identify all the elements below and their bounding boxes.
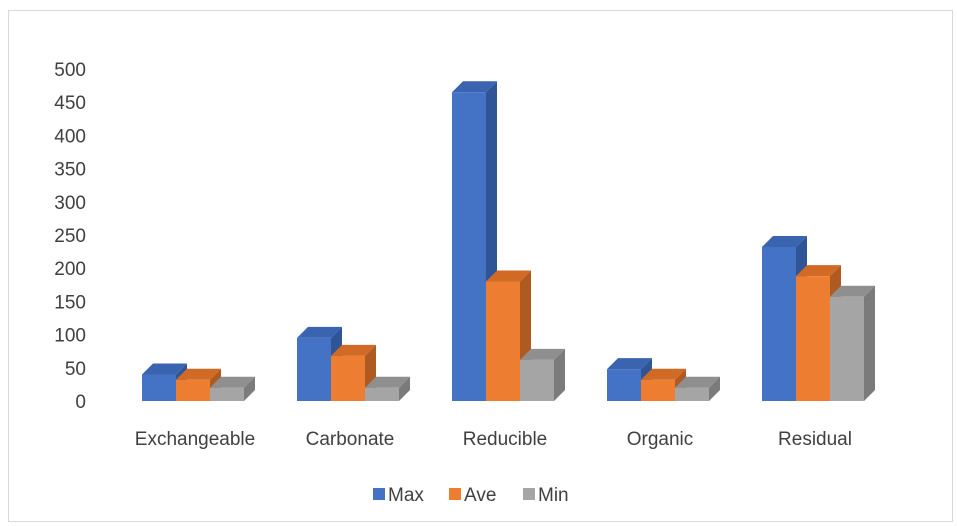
x-axis: Exchangeable Carbonate Reducible Organic Res… (135, 429, 852, 450)
bar-min-residual (830, 285, 875, 401)
bar-max-carbonate (297, 326, 342, 401)
y-tick-label: 450 (54, 93, 86, 114)
legend-label: Min (538, 485, 569, 506)
y-tick-label: 500 (54, 60, 86, 81)
y-tick-label: 100 (54, 326, 86, 347)
legend-item-ave: Ave (449, 485, 496, 506)
y-tick-label: 250 (54, 226, 86, 247)
legend-item-max: Max (373, 485, 424, 506)
y-axis: 0 50 100 150 200 250 300 350 400 450 500 (54, 60, 86, 413)
y-tick-label: 400 (54, 126, 86, 147)
y-tick-label: 50 (65, 359, 86, 380)
bar-ave-exchangeable (176, 368, 221, 401)
y-tick-label: 350 (54, 160, 86, 181)
legend-swatch (449, 488, 461, 500)
bar-min-carbonate (365, 376, 410, 401)
x-tick-label: Residual (778, 429, 852, 450)
legend-swatch (523, 488, 535, 500)
y-tick-label: 300 (54, 193, 86, 214)
x-tick-label: Exchangeable (135, 429, 255, 450)
bar-min-reducible (520, 348, 565, 401)
y-tick-label: 0 (75, 392, 86, 413)
legend-item-min: Min (523, 485, 569, 506)
bar-ave-reducible (486, 270, 531, 401)
x-tick-label: Organic (627, 429, 694, 450)
legend-swatch (373, 488, 385, 500)
y-tick-label: 200 (54, 259, 86, 280)
y-tick-label: 150 (54, 292, 86, 313)
legend-label: Max (388, 485, 424, 506)
x-tick-label: Carbonate (306, 429, 395, 450)
x-tick-label: Reducible (463, 429, 548, 450)
legend: Max Ave Min (373, 485, 569, 506)
bars (142, 81, 875, 402)
legend-label: Ave (464, 485, 496, 506)
bar-min-organic (675, 376, 720, 401)
bar-min-exchangeable (210, 376, 255, 401)
